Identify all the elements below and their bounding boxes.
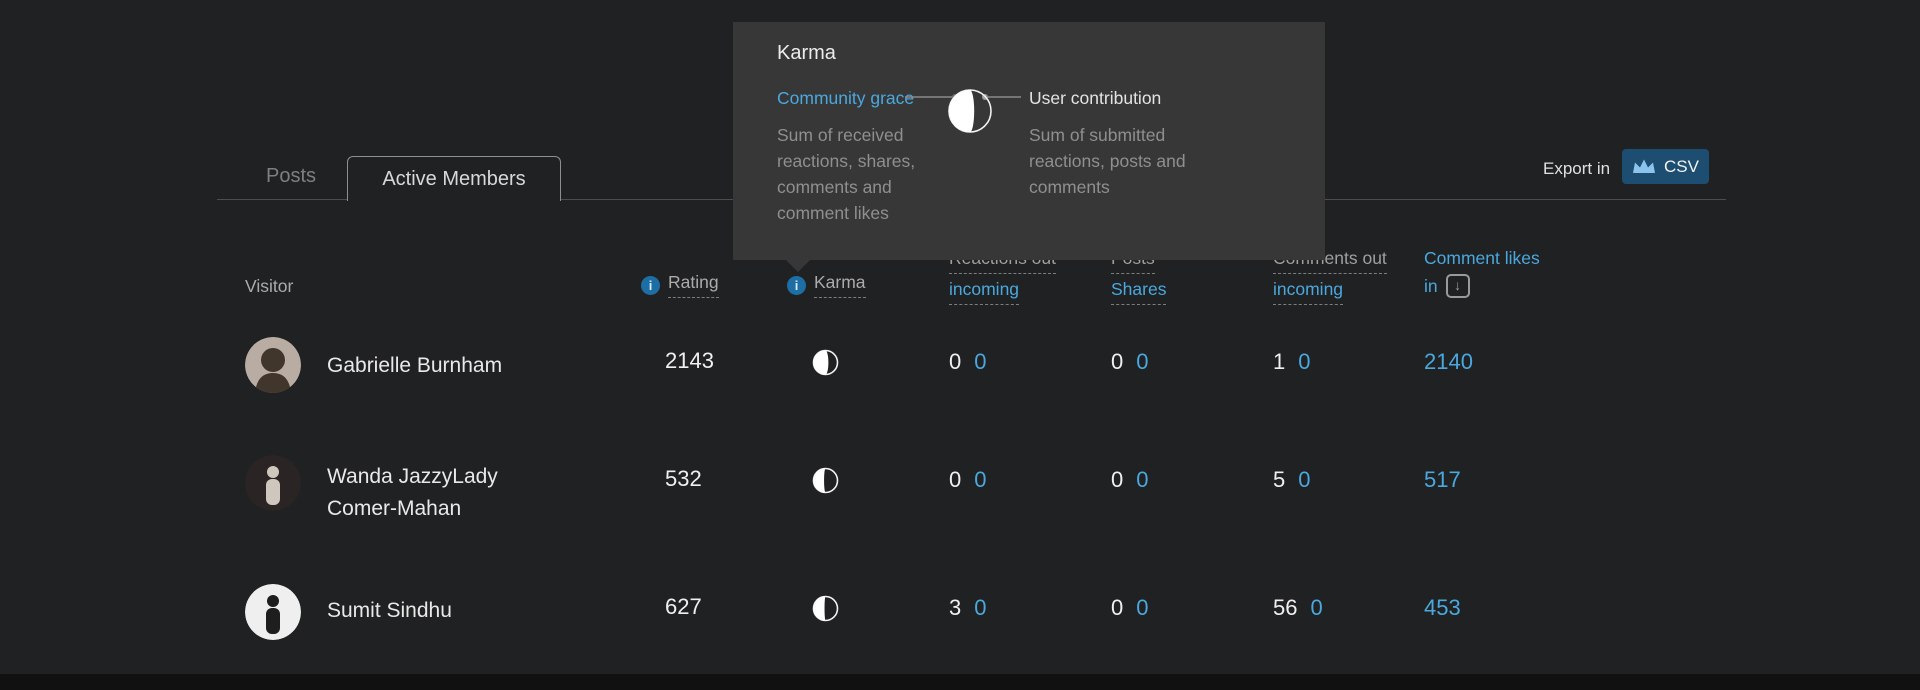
crown-icon: [1633, 159, 1656, 173]
avatar[interactable]: [245, 455, 301, 511]
tooltip-community-grace-label[interactable]: Community grace: [777, 88, 915, 108]
comments-out-value: 56: [1273, 595, 1298, 620]
rating-value: 532: [665, 466, 702, 491]
karma-tooltip: Karma Community grace User contribution …: [733, 22, 1325, 260]
export-in-label: Export in: [1543, 159, 1611, 178]
reactions-incoming-value: 0: [974, 349, 987, 374]
header-comments-incoming[interactable]: incoming: [1273, 279, 1344, 305]
header-rating-label[interactable]: Rating: [668, 272, 719, 298]
header-comment-likes-in[interactable]: in: [1424, 275, 1438, 296]
rating-value: 2143: [665, 348, 714, 373]
comments-out-value: 5: [1273, 467, 1286, 492]
tooltip-community-grace-description: Sum of received reactions, shares, comme…: [777, 125, 916, 223]
reactions-out-value: 0: [949, 467, 962, 492]
posts-cell: 0 0: [1111, 349, 1149, 375]
tooltip-caret: [785, 259, 811, 272]
avatar[interactable]: [245, 337, 301, 393]
comments-incoming-value: 0: [1298, 467, 1311, 492]
comments-incoming-value: 0: [1298, 349, 1311, 374]
tooltip-user-contribution-description: Sum of submitted reactions, posts and co…: [1029, 125, 1186, 197]
tab-active-members[interactable]: Active Members: [347, 156, 561, 201]
header-karma-label[interactable]: Karma: [814, 272, 866, 298]
info-icon[interactable]: i: [787, 275, 806, 295]
csv-button-label: CSV: [1664, 156, 1699, 176]
member-name[interactable]: Wanda JazzyLady Comer-Mahan: [327, 465, 498, 520]
reactions-cell: 0 0: [949, 349, 987, 375]
reactions-incoming-value: 0: [974, 595, 987, 620]
shares-value: 0: [1136, 595, 1149, 620]
comment-likes-value: 453: [1424, 595, 1461, 620]
comment-likes-value: 2140: [1424, 349, 1473, 374]
karma-moon-icon: [812, 595, 839, 627]
header-rating: i Rating: [641, 272, 719, 298]
posts-value: 0: [1111, 349, 1124, 374]
bottom-edge-strip: [0, 674, 1920, 690]
karma-moon-diagram-icon: [947, 88, 993, 139]
reactions-incoming-value: 0: [974, 467, 987, 492]
posts-value: 0: [1111, 595, 1124, 620]
reactions-out-value: 0: [949, 349, 962, 374]
karma-moon-icon: [812, 349, 839, 381]
header-visitor: Visitor: [245, 276, 294, 296]
reactions-cell: 3 0: [949, 595, 987, 621]
export-csv-button[interactable]: CSV: [1622, 149, 1709, 184]
avatar[interactable]: [245, 584, 301, 640]
header-comment-likes-label[interactable]: Comment likes: [1424, 248, 1540, 268]
shares-value: 0: [1136, 467, 1149, 492]
karma-moon-icon: [812, 467, 839, 499]
comments-cell: 5 0: [1273, 467, 1311, 493]
tooltip-user-contribution-label: User contribution: [1029, 88, 1162, 108]
sort-descending-icon[interactable]: ↓: [1445, 274, 1470, 298]
rating-value: 627: [665, 594, 702, 619]
comments-out-value: 1: [1273, 349, 1286, 374]
shares-value: 0: [1136, 349, 1149, 374]
member-name[interactable]: Gabrielle Burnham: [327, 354, 503, 377]
comments-cell: 56 0: [1273, 595, 1323, 621]
posts-cell: 0 0: [1111, 595, 1149, 621]
tooltip-title: Karma: [777, 42, 836, 64]
posts-cell: 0 0: [1111, 467, 1149, 493]
comment-likes-value: 517: [1424, 467, 1461, 492]
reactions-out-value: 3: [949, 595, 962, 620]
tab-posts[interactable]: Posts: [265, 165, 317, 187]
header-comment-likes: Comment likes in ↓: [1424, 248, 1540, 298]
reactions-cell: 0 0: [949, 467, 987, 493]
info-icon[interactable]: i: [641, 275, 660, 295]
comments-cell: 1 0: [1273, 349, 1311, 375]
header-karma: i Karma: [787, 272, 866, 298]
member-name[interactable]: Sumit Sindhu: [327, 599, 452, 622]
header-reactions-incoming[interactable]: incoming: [949, 279, 1020, 305]
posts-value: 0: [1111, 467, 1124, 492]
header-shares-label[interactable]: Shares: [1111, 279, 1167, 305]
comments-incoming-value: 0: [1310, 595, 1323, 620]
